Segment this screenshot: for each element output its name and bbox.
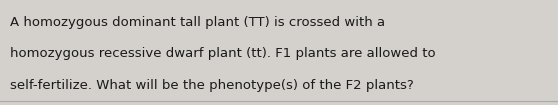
Text: homozygous recessive dwarf plant (tt). F1 plants are allowed to: homozygous recessive dwarf plant (tt). F… (10, 47, 436, 60)
Text: self-fertilize. What will be the phenotype(s) of the F2 plants?: self-fertilize. What will be the phenoty… (10, 79, 414, 92)
Text: A homozygous dominant tall plant (TT) is crossed with a: A homozygous dominant tall plant (TT) is… (10, 16, 385, 29)
